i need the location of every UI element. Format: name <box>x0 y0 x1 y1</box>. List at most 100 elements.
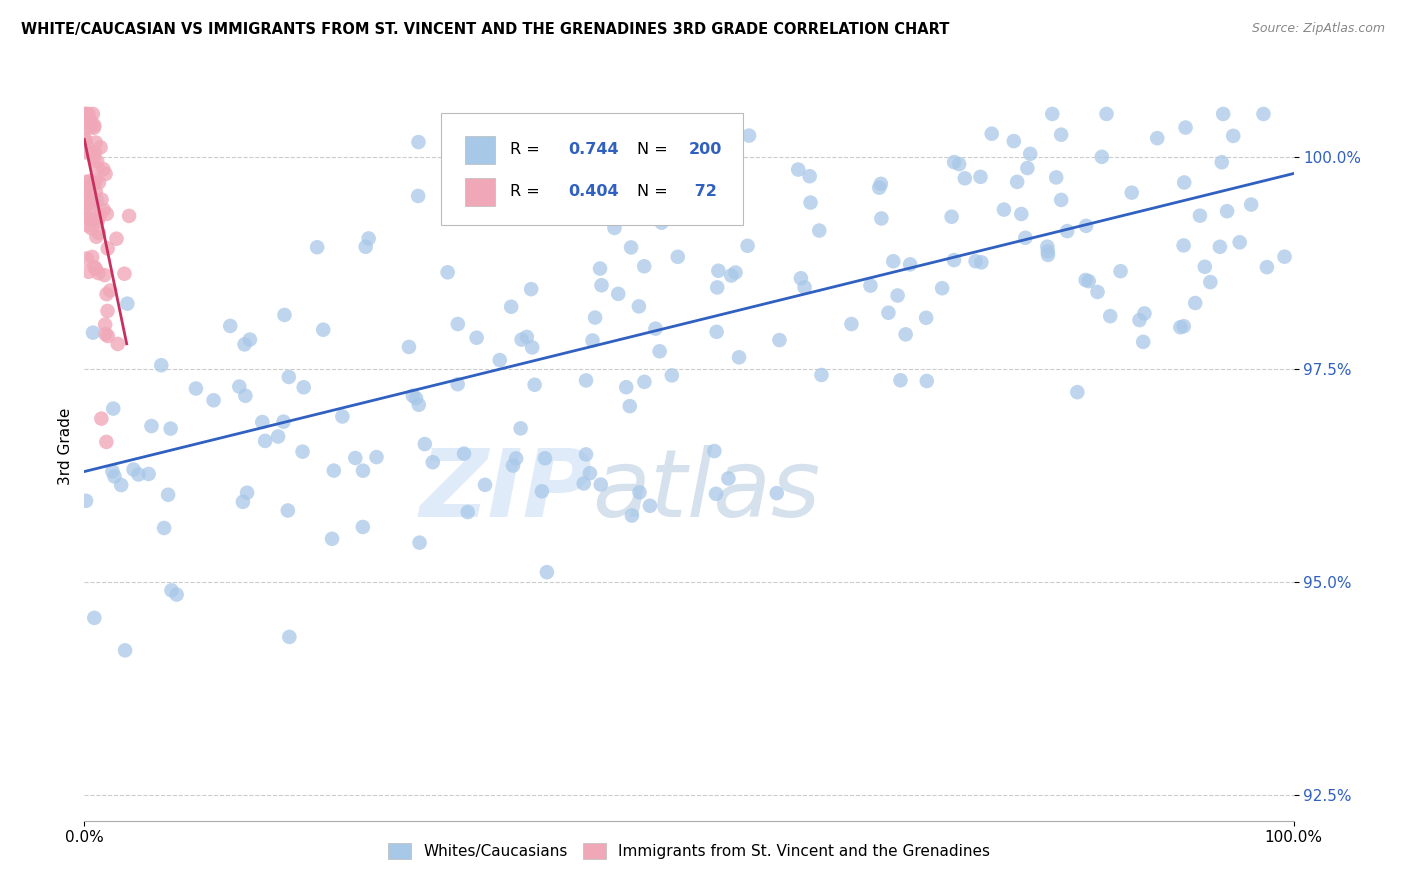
Point <box>105 232 128 246</box>
Point <box>82 195 104 210</box>
Point <box>436 265 458 279</box>
Point <box>534 451 557 466</box>
Point <box>894 327 917 342</box>
Point <box>706 280 728 294</box>
Point <box>870 211 893 226</box>
Point <box>1066 385 1088 400</box>
Point <box>79 182 101 196</box>
Point <box>703 444 725 458</box>
Point <box>889 373 911 387</box>
Point <box>398 340 420 354</box>
Point <box>75 196 97 211</box>
Point <box>75 493 97 508</box>
Point <box>228 379 250 393</box>
Point <box>322 464 344 478</box>
Point <box>768 333 790 347</box>
Point <box>1173 176 1195 190</box>
Point <box>681 129 703 144</box>
Point <box>273 415 295 429</box>
Point <box>465 331 488 345</box>
Point <box>808 223 831 237</box>
Point <box>77 212 100 227</box>
Point <box>1010 207 1032 221</box>
Point <box>402 389 425 403</box>
Point <box>77 265 100 279</box>
Point <box>82 326 104 340</box>
Point <box>252 415 274 429</box>
Point <box>321 532 343 546</box>
Point <box>704 487 727 501</box>
Point <box>589 477 612 491</box>
Text: N =: N = <box>637 143 673 157</box>
Point <box>76 219 98 233</box>
Point <box>160 583 183 598</box>
Point <box>628 485 651 500</box>
Point <box>505 451 527 466</box>
Point <box>93 162 115 177</box>
Point <box>96 304 118 318</box>
Point <box>1036 240 1059 254</box>
Point <box>75 179 97 194</box>
Point <box>94 327 117 342</box>
Point <box>591 278 613 293</box>
Point <box>1077 274 1099 288</box>
Point <box>1109 264 1132 278</box>
Text: R =: R = <box>510 143 546 157</box>
Point <box>87 213 110 227</box>
Point <box>724 265 747 279</box>
Point <box>233 337 256 351</box>
Point <box>859 278 882 293</box>
Point <box>447 377 470 392</box>
Point <box>273 308 295 322</box>
Point <box>127 467 149 482</box>
Point <box>86 229 108 244</box>
Point <box>627 299 650 313</box>
Point <box>651 216 673 230</box>
Point <box>799 169 821 184</box>
Point <box>501 300 523 314</box>
Point <box>679 141 702 155</box>
Point <box>79 174 101 188</box>
Text: 200: 200 <box>689 143 723 157</box>
Point <box>75 133 97 147</box>
Point <box>157 488 180 502</box>
Point <box>1132 334 1154 349</box>
Point <box>76 252 98 266</box>
Point <box>96 287 118 301</box>
Point <box>84 145 107 160</box>
Point <box>799 195 821 210</box>
Point <box>678 211 700 226</box>
Point <box>1274 250 1296 264</box>
Point <box>1121 186 1143 200</box>
Point <box>575 447 598 461</box>
Point <box>706 325 728 339</box>
Point <box>87 175 110 189</box>
Point <box>1174 120 1197 135</box>
Point <box>1050 193 1073 207</box>
Point <box>141 419 163 434</box>
Point <box>84 185 107 199</box>
Point <box>86 154 108 169</box>
Text: WHITE/CAUCASIAN VS IMMIGRANTS FROM ST. VINCENT AND THE GRENADINES 3RD GRADE CORR: WHITE/CAUCASIAN VS IMMIGRANTS FROM ST. V… <box>21 22 949 37</box>
Point <box>1184 296 1206 310</box>
Point <box>97 242 120 256</box>
Point <box>1229 235 1251 250</box>
Point <box>737 239 759 253</box>
Point <box>82 250 104 264</box>
Point <box>1091 150 1114 164</box>
Point <box>73 145 96 160</box>
Point <box>357 231 380 245</box>
Point <box>84 174 107 188</box>
Point <box>406 189 429 203</box>
Point <box>1056 224 1078 238</box>
Point <box>93 268 115 282</box>
Point <box>235 389 257 403</box>
Point <box>488 353 510 368</box>
Point <box>82 107 104 121</box>
Point <box>83 120 105 135</box>
Point <box>648 344 671 359</box>
Point <box>93 202 115 217</box>
Point <box>1002 134 1025 148</box>
Point <box>83 260 105 275</box>
Point <box>73 107 96 121</box>
